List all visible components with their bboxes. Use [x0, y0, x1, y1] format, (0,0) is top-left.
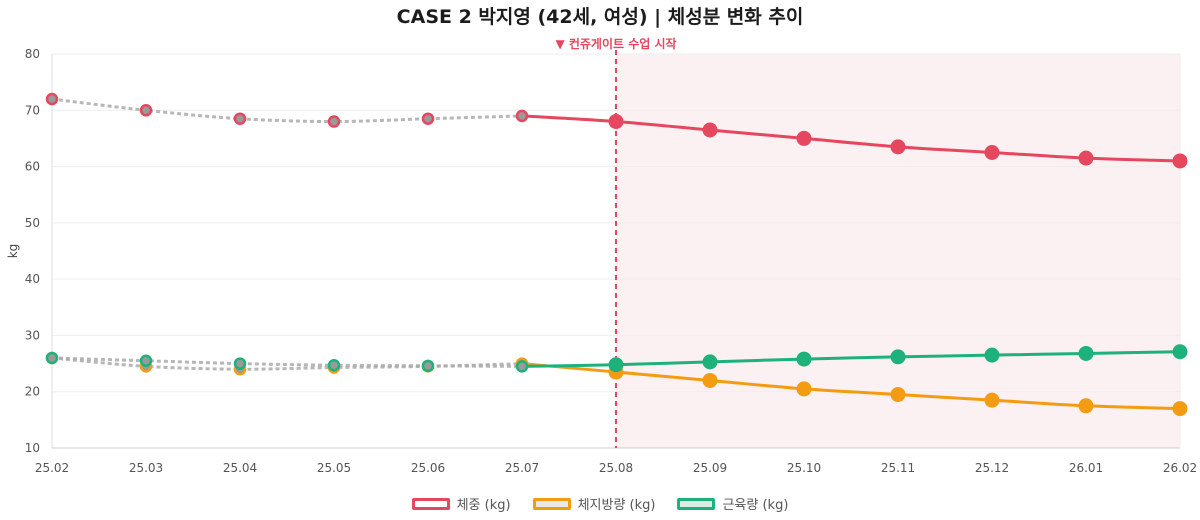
legend-item-0[interactable]: 체중 (kg)	[411, 494, 511, 513]
y-tick-label: 50	[25, 216, 40, 230]
y-tick-label: 10	[25, 441, 40, 455]
legend-label: 체중 (kg)	[456, 498, 511, 513]
series-1-point	[796, 381, 812, 397]
series-2-point	[1078, 345, 1094, 361]
series-1-point	[702, 372, 718, 388]
legend-swatch	[411, 497, 450, 510]
x-tick-label: 25.08	[599, 461, 633, 475]
legend-item-2[interactable]: 근육량 (kg)	[677, 494, 788, 513]
series-1-point	[1078, 398, 1094, 414]
x-tick-label: 25.12	[975, 461, 1009, 475]
x-tick-label: 25.09	[693, 461, 727, 475]
x-tick-label: 25.11	[881, 461, 915, 475]
legend: 체중 (kg) 체지방량 (kg) 근육량 (kg)	[0, 494, 1200, 513]
x-tick-label: 25.03	[129, 461, 163, 475]
series-2-point	[608, 357, 624, 373]
series-2-point	[515, 360, 529, 373]
y-tick-label: 80	[25, 47, 40, 61]
chart-title: CASE 2 박지영 (42세, 여성) | 체성분 변화 추이	[396, 6, 804, 28]
x-tick-label: 25.10	[787, 461, 821, 475]
series-1-point	[1172, 401, 1188, 417]
x-tick-label: 26.02	[1163, 461, 1197, 475]
series-1-point	[890, 387, 906, 403]
series-0-line	[521, 114, 1181, 163]
series-0-point	[327, 115, 341, 128]
series-2-point	[984, 347, 1000, 363]
y-axis-label: kg	[6, 244, 20, 259]
series-0-point	[796, 130, 812, 146]
series-0-point	[421, 112, 435, 125]
y-tick-label: 70	[25, 103, 40, 117]
x-tick-label: 26.01	[1069, 461, 1103, 475]
series-0-point	[233, 112, 247, 125]
series-0-point	[515, 109, 529, 123]
series-2-point	[421, 359, 435, 373]
series-2-point	[796, 351, 812, 367]
series-2-point	[233, 357, 247, 370]
series-0-point	[984, 145, 1000, 160]
legend-swatch	[532, 497, 571, 510]
series-0-pre-line	[51, 97, 523, 124]
series-2-line	[521, 350, 1181, 368]
series-1-line	[521, 362, 1181, 411]
series-2-point	[45, 351, 59, 365]
series-0-point	[1078, 150, 1094, 166]
series-0-point	[1172, 153, 1188, 169]
y-tick-label: 20	[25, 385, 40, 399]
y-tick-label: 40	[25, 272, 40, 286]
x-tick-label: 25.06	[411, 461, 445, 475]
legend-label: 체지방량 (kg)	[577, 498, 656, 513]
x-tick-label: 25.05	[317, 461, 351, 475]
series-2-pre-line	[51, 356, 523, 368]
series-0-point	[890, 139, 906, 155]
series-2-point	[327, 359, 341, 372]
series-0-point	[608, 114, 624, 130]
series-2-point	[1172, 344, 1188, 360]
series-0-point	[139, 104, 153, 117]
legend-swatch	[677, 497, 716, 510]
series-1-point	[984, 392, 1000, 408]
x-tick-label: 25.07	[505, 461, 539, 475]
legend-label: 근육량 (kg)	[722, 498, 789, 513]
x-tick-label: 25.04	[223, 461, 257, 475]
legend-item-1[interactable]: 체지방량 (kg)	[532, 494, 656, 513]
series-0-point	[702, 122, 718, 138]
series-0-point	[45, 92, 59, 106]
y-tick-label: 30	[25, 328, 40, 342]
x-tick-label: 25.02	[35, 461, 69, 475]
class-start-marker-label: ▼ 컨쥬게이트 수업 시작	[555, 36, 676, 51]
series-2-point	[702, 354, 718, 370]
series-2-point	[890, 349, 906, 365]
series-2-point	[139, 354, 153, 368]
y-tick-label: 60	[25, 160, 40, 174]
